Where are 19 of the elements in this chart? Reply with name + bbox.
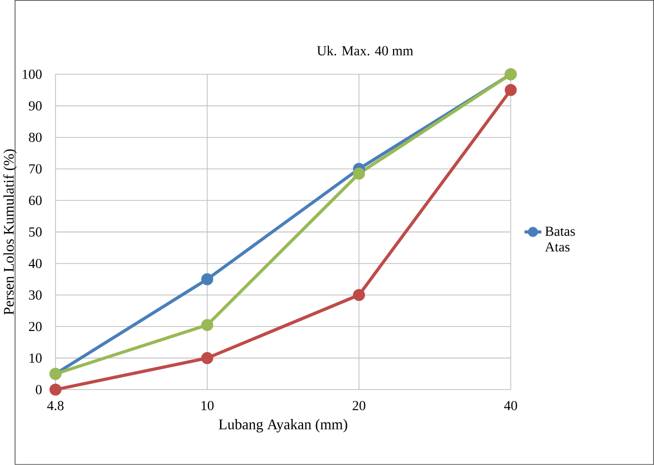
y-tick-label: 30 — [29, 290, 42, 300]
chart-title: Uk. Max. 40 mm — [317, 46, 414, 56]
y-tick-label: 100 — [22, 70, 42, 79]
legend-label: Batas Atas — [544, 226, 575, 252]
y-tick-label: 70 — [29, 164, 42, 174]
x-axis-title: Lubang Ayakan (mm) — [218, 419, 348, 432]
y-tick-label: 90 — [28, 101, 42, 111]
y-tick-label: 60 — [29, 196, 42, 206]
y-tick-label: 40 — [28, 258, 42, 268]
y-tick-label: 50 — [29, 227, 42, 237]
x-tick-label: 20 — [352, 401, 366, 410]
x-tick-label: 10 — [202, 401, 214, 410]
y-tick-label: 80 — [28, 132, 42, 142]
y-tick-label: 10 — [30, 353, 42, 363]
y-tick-label: 20 — [29, 322, 42, 332]
y-axis-title: Persen Lolos Kumulatif (%) — [3, 149, 17, 315]
x-tick-label: 4.8 — [47, 401, 64, 410]
y-tick-label: 0 — [36, 385, 42, 394]
x-tick-label: 40 — [504, 401, 518, 410]
